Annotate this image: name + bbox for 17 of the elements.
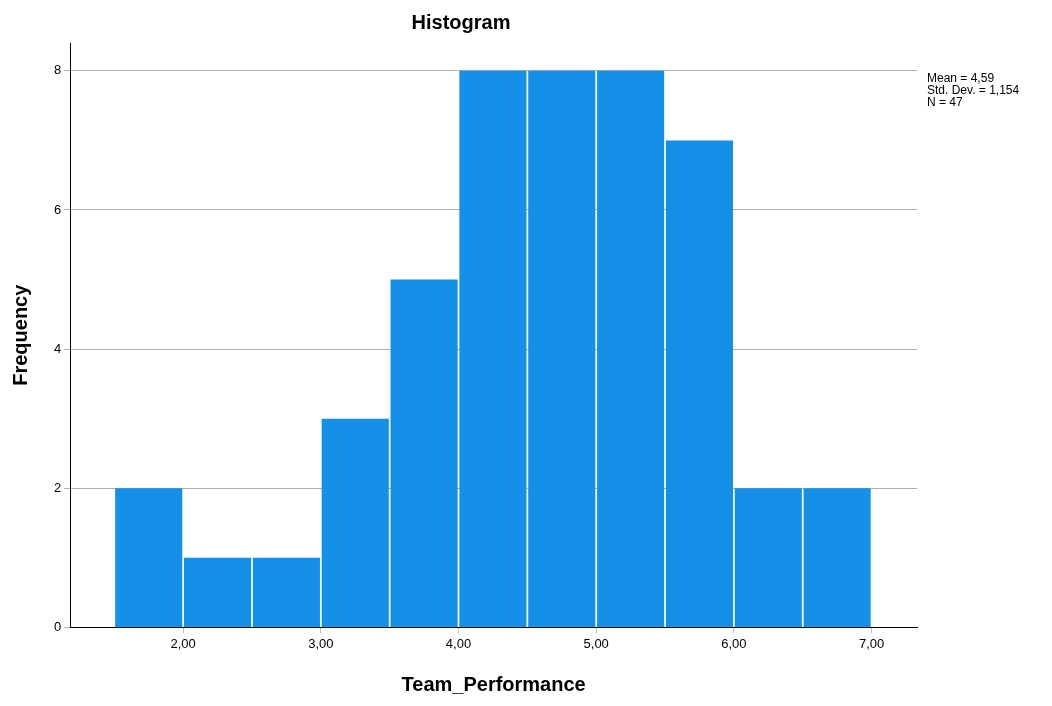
text: N = 47 <box>927 95 964 110</box>
x-tick-label: 4,00 <box>445 635 472 651</box>
chart-title: Histogram <box>411 10 511 33</box>
x-tick-label: 7,00 <box>858 635 885 651</box>
x-tick-label: 3,00 <box>308 635 334 651</box>
y-tick-label: 6 <box>54 201 62 217</box>
y-tick-label: 8 <box>54 62 62 78</box>
x-tick-label: 6,00 <box>721 635 747 651</box>
y-axis-title: Frequency <box>8 283 31 386</box>
y-tick-label: 2 <box>54 479 62 495</box>
text: Std. Dev. = 1,154 <box>927 83 1020 98</box>
y-tick-label: 0 <box>54 618 62 634</box>
y-tick-label: 4 <box>54 340 62 356</box>
x-tick-label: 2,00 <box>170 635 196 651</box>
x-axis-title: Team_Performance <box>401 672 586 695</box>
x-tick-label: 5,00 <box>583 635 609 651</box>
text: Mean = 4,59 <box>927 71 995 86</box>
